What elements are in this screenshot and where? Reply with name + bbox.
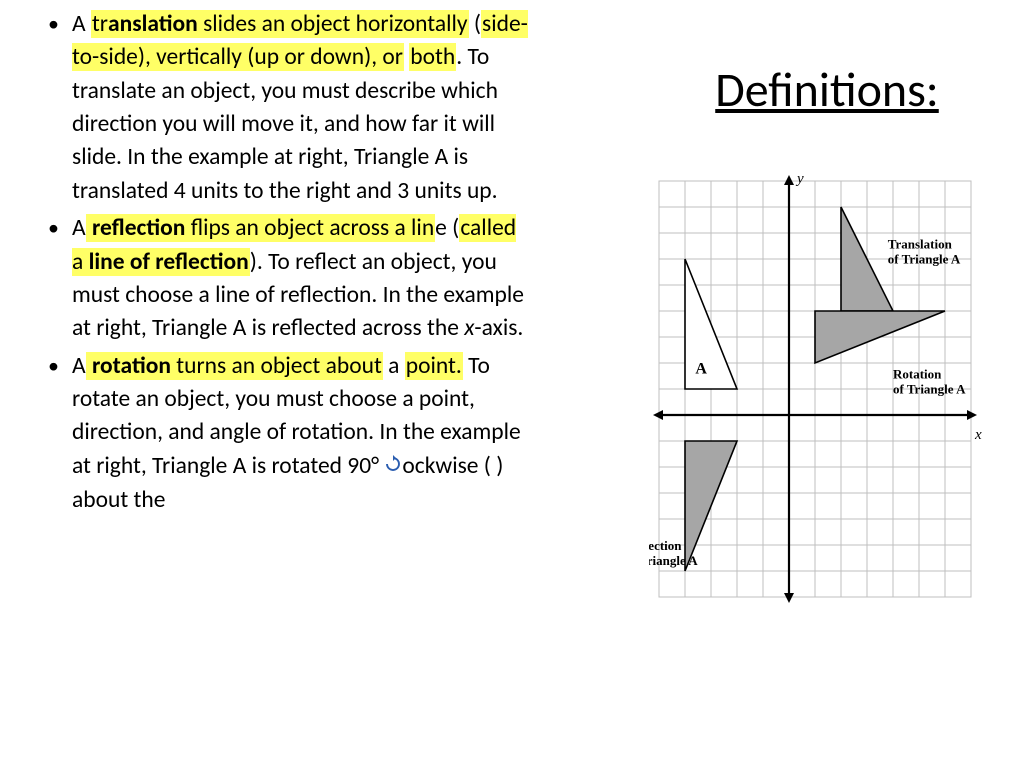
svg-text:A: A	[695, 360, 707, 377]
text: A	[72, 10, 91, 38]
highlight: translation slides an object horizontall…	[91, 10, 469, 38]
transformation-diagram: yxATranslationof Triangle ARotationof Tr…	[649, 175, 984, 615]
page-title: Definitions:	[652, 60, 1002, 119]
svg-text:y: y	[795, 175, 804, 187]
highlight: point.	[405, 352, 463, 380]
diagram-svg: yxATranslationof Triangle ARotationof Tr…	[649, 175, 984, 615]
definitions-list: A translation slides an object horizonta…	[40, 8, 530, 517]
bullet-reflection: A reflection flips an object across a li…	[40, 212, 530, 345]
title-area: Definitions:	[652, 60, 1002, 119]
highlight: both	[409, 43, 456, 71]
svg-text:Translation: Translation	[888, 237, 953, 252]
svg-text:of Triangle A: of Triangle A	[893, 382, 966, 397]
highlight: rotation turns an object about	[86, 352, 383, 380]
svg-text:of Triangle A: of Triangle A	[649, 553, 698, 568]
bullet-content: A translation slides an object horizonta…	[40, 8, 530, 521]
highlight: reflection flips an object across a lin	[86, 214, 436, 242]
svg-text:of Triangle A: of Triangle A	[888, 252, 961, 267]
svg-text:x: x	[974, 427, 982, 443]
bullet-translation: A translation slides an object horizonta…	[40, 8, 530, 208]
bullet-rotation: A rotation turns an object about a point…	[40, 350, 530, 518]
svg-text:Rotation: Rotation	[893, 367, 942, 382]
clockwise-icon	[384, 450, 402, 483]
svg-text:Reflection: Reflection	[649, 538, 682, 553]
